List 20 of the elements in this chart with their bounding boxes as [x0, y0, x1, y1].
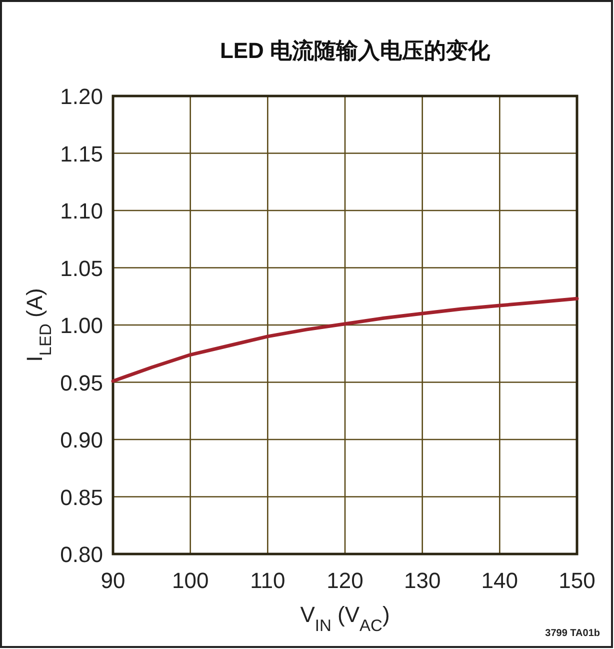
x-tick-label: 150: [558, 568, 596, 593]
x-tick-label: 100: [172, 568, 209, 593]
line-series: [111, 296, 579, 383]
chart-title: LED 电流随输入电压的变化: [220, 38, 492, 63]
y-tick-label: 1.00: [60, 313, 103, 338]
text: 3799 TA01b: [545, 628, 600, 639]
x-tick-label: 120: [326, 568, 364, 593]
x-tick-label: 90: [100, 568, 126, 593]
y-tick-label: 1.10: [60, 198, 103, 224]
x-tick-label: 130: [404, 568, 441, 593]
y-tick-label: 0.85: [60, 484, 103, 510]
x-axis-title: V$_{IN}$ (V$_{AC}$): [300, 602, 390, 635]
y-tick-label: 1.15: [60, 141, 103, 166]
y-tick-label: 1.05: [60, 256, 103, 281]
y-tick-label: 1.20: [60, 84, 103, 109]
x-tick-label: 140: [481, 568, 518, 593]
x-tick-label: 110: [250, 568, 286, 593]
y-tick-label: 0.95: [60, 370, 103, 396]
y-tick-label: 0.90: [60, 428, 103, 452]
y-tick-label: 0.80: [60, 542, 103, 567]
